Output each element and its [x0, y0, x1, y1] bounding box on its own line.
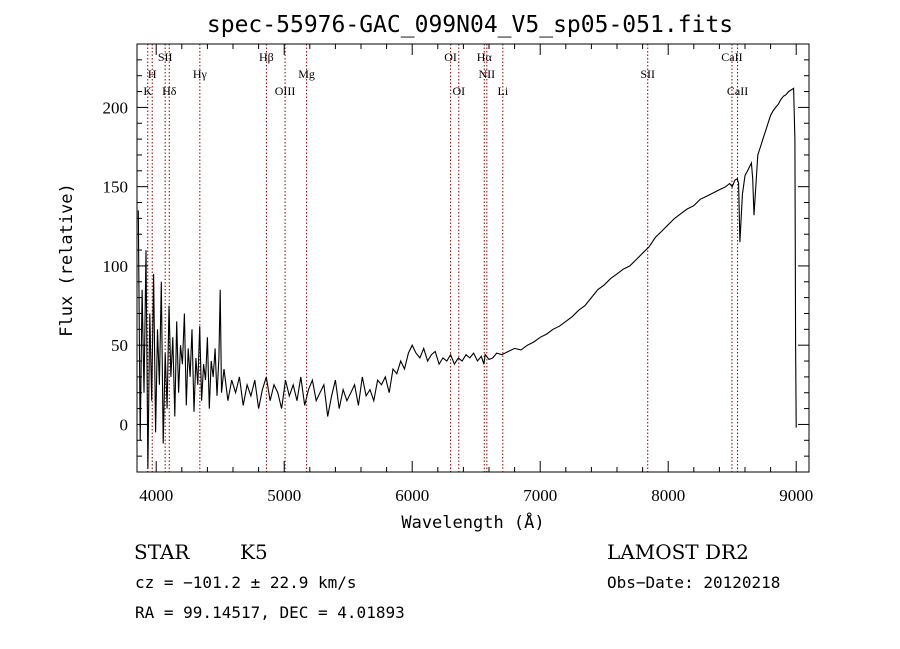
- y-axis: 0 50 100 150 200: [103, 43, 809, 457]
- obs-date-text: Obs−Date: 20120218: [607, 573, 781, 592]
- x-tick-label: 5000: [267, 486, 301, 505]
- subclass-label: K5: [240, 540, 268, 564]
- y-tick-label: 100: [103, 257, 129, 276]
- line-marker-label: Hα: [477, 50, 493, 64]
- y-axis-label: Flux (relative): [57, 183, 77, 337]
- line-marker-label: K: [143, 84, 152, 98]
- line-marker-label: CaII: [721, 50, 742, 64]
- line-marker-label: SII: [158, 50, 173, 64]
- line-marker-label: OI: [444, 50, 457, 64]
- line-marker-label: OI: [452, 84, 465, 98]
- line-marker-label: Hδ: [162, 84, 177, 98]
- spectrum-line: [137, 87, 797, 469]
- x-tick-label: 8000: [651, 486, 685, 505]
- plot-frame: [136, 43, 810, 473]
- y-tick-label: 150: [103, 178, 129, 197]
- x-tick-label: 6000: [395, 486, 429, 505]
- line-marker-label: CaII: [727, 84, 748, 98]
- survey-label: LAMOST DR2: [607, 540, 749, 564]
- line-marker-label: Hβ: [259, 50, 274, 64]
- x-tick-label: 9000: [779, 486, 813, 505]
- x-tick-label: 7000: [523, 486, 557, 505]
- line-marker-label: Li: [497, 84, 508, 98]
- x-tick-label: 4000: [139, 486, 173, 505]
- redshift-text: cz = −101.2 ± 22.9 km/s: [135, 573, 357, 592]
- x-axis: 4000 5000 6000 7000 8000 9000: [139, 44, 813, 505]
- line-marker-label: Mg: [298, 67, 315, 81]
- class-label: STAR: [134, 540, 190, 564]
- y-tick-label: 50: [111, 336, 128, 355]
- line-marker-label: Hγ: [193, 67, 208, 81]
- chart-title: spec-55976-GAC_099N04_V5_sp05-051.fits: [207, 12, 733, 38]
- line-marker-label: NII: [478, 67, 495, 81]
- y-tick-label: 0: [120, 415, 129, 434]
- coordinates-text: RA = 99.14517, DEC = 4.01893: [135, 603, 405, 622]
- line-marker-label: OIII: [275, 84, 296, 98]
- y-tick-label: 200: [103, 98, 129, 117]
- x-axis-label: Wavelength (Å): [401, 511, 544, 533]
- line-marker-label: SII: [640, 67, 655, 81]
- line-marker-label: H: [148, 67, 157, 81]
